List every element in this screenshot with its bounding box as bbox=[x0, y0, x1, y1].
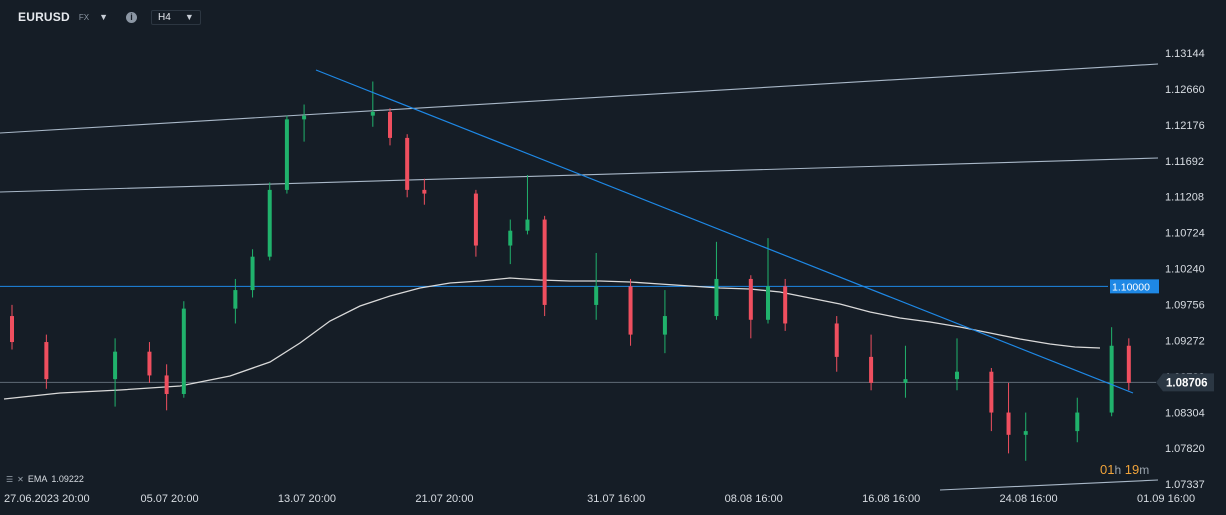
candle-body bbox=[662, 316, 667, 335]
last-price-badge bbox=[1156, 373, 1214, 392]
time-tick-label: 01.09 16:00 bbox=[1137, 493, 1195, 505]
candle-body bbox=[989, 371, 994, 413]
candle-body bbox=[44, 342, 49, 380]
candle-body bbox=[473, 193, 478, 246]
candle-body bbox=[302, 115, 307, 120]
price-tick-label: 1.07820 bbox=[1165, 443, 1205, 455]
price-tick-label: 1.12176 bbox=[1165, 120, 1205, 132]
price-tick-label: 1.12660 bbox=[1165, 84, 1205, 96]
last-price-label: 1.08706 bbox=[1166, 377, 1208, 389]
indicator-value: 1.09222 bbox=[51, 474, 84, 484]
time-tick-label: 13.07 20:00 bbox=[278, 493, 336, 505]
candle-body bbox=[834, 323, 839, 357]
candle-body bbox=[1126, 345, 1131, 383]
time-axis: 27.06.2023 20:00 05.07 20:00 13.07 20:00 21… bbox=[4, 493, 1195, 505]
candle-body bbox=[783, 286, 788, 324]
info-icon[interactable]: i bbox=[126, 11, 138, 23]
ema-line bbox=[3, 277, 1101, 400]
caret-down-icon: ▼ bbox=[184, 12, 194, 22]
candle-body bbox=[1075, 412, 1080, 432]
candle-body bbox=[113, 351, 118, 380]
timer-hours-unit: h bbox=[1114, 463, 1122, 477]
chart-toolbar: EURUSD FX ▼ i H4 ▼ bbox=[0, 0, 201, 34]
time-tick-label: 24.08 16:00 bbox=[1000, 493, 1058, 505]
candle-body bbox=[903, 379, 908, 383]
settings-icon[interactable]: ☰ bbox=[6, 474, 14, 484]
candle-body bbox=[405, 137, 410, 190]
candle-body bbox=[388, 111, 392, 138]
candle-body bbox=[233, 290, 238, 309]
candle-body bbox=[542, 219, 547, 305]
price-tick-label: 1.08304 bbox=[1165, 407, 1205, 419]
candles bbox=[10, 81, 1131, 461]
candle-body bbox=[1006, 412, 1011, 435]
candle-body bbox=[181, 308, 186, 394]
candle-body bbox=[628, 286, 633, 335]
price-tick-label: 1.10724 bbox=[1165, 228, 1205, 240]
candle-timer: 01h 19m bbox=[1100, 462, 1149, 477]
candle-body bbox=[869, 356, 874, 383]
candle-body bbox=[267, 189, 272, 257]
descending-trendline bbox=[315, 69, 1134, 394]
time-tick-label: 31.07 16:00 bbox=[587, 493, 645, 505]
timeframe-selector[interactable]: H4 ▼ bbox=[151, 9, 201, 25]
candle-body bbox=[955, 371, 959, 380]
candle-body bbox=[422, 189, 427, 194]
time-tick-label: 27.06.2023 20:00 bbox=[4, 493, 90, 505]
price-axis: 1.13144 1.12660 1.12176 1.11692 1.11208 1.107… bbox=[1165, 48, 1205, 491]
caret-down-icon[interactable]: ▼ bbox=[99, 12, 109, 22]
candle-body bbox=[164, 375, 169, 394]
candle-body bbox=[594, 286, 599, 305]
channel-upper-line bbox=[0, 63, 1159, 134]
price-tick-label: 1.13144 bbox=[1165, 48, 1205, 60]
price-tick-label: 1.09756 bbox=[1165, 299, 1205, 311]
candle-body bbox=[10, 316, 14, 343]
price-tick-label: 1.11692 bbox=[1165, 156, 1204, 168]
channel-lower-line bbox=[939, 479, 1159, 491]
price-tick-label: 1.09272 bbox=[1165, 335, 1205, 347]
candle-body bbox=[284, 119, 289, 190]
close-icon[interactable]: ✕ bbox=[17, 474, 24, 484]
candle-body bbox=[1023, 431, 1028, 435]
price-tick-label: 1.10240 bbox=[1165, 264, 1205, 276]
candle-body bbox=[370, 111, 375, 116]
candle-body bbox=[766, 286, 770, 320]
level-price-label: 1.10000 bbox=[1112, 281, 1150, 293]
candle-body bbox=[250, 256, 255, 291]
level-price-badge bbox=[1110, 279, 1159, 294]
time-tick-label: 05.07 20:00 bbox=[140, 493, 198, 505]
indicator-legend: ☰ ✕ EMA 1.09222 bbox=[6, 474, 84, 484]
timer-minutes: 19 bbox=[1124, 462, 1140, 477]
time-tick-label: 21.07 20:00 bbox=[415, 493, 473, 505]
candle-body bbox=[714, 278, 719, 317]
candle-body bbox=[748, 278, 753, 320]
timer-minutes-unit: m bbox=[1139, 463, 1150, 477]
time-tick-label: 08.08 16:00 bbox=[725, 493, 783, 505]
price-tick-label: 1.11208 bbox=[1165, 192, 1204, 204]
time-tick-label: 16.08 16:00 bbox=[862, 493, 920, 505]
candle-body bbox=[508, 230, 513, 246]
candle-body bbox=[147, 351, 152, 376]
market-type: FX bbox=[78, 12, 90, 22]
candle-body bbox=[525, 219, 530, 231]
symbol-name[interactable]: EURUSD bbox=[18, 10, 70, 24]
timer-hours: 01 bbox=[1100, 462, 1115, 477]
timeframe-label: H4 bbox=[158, 11, 171, 23]
indicator-name: EMA bbox=[27, 474, 48, 484]
price-tick-label: 1.07337 bbox=[1165, 479, 1205, 491]
channel-middle-line bbox=[0, 157, 1159, 193]
candle-body bbox=[1109, 345, 1114, 413]
